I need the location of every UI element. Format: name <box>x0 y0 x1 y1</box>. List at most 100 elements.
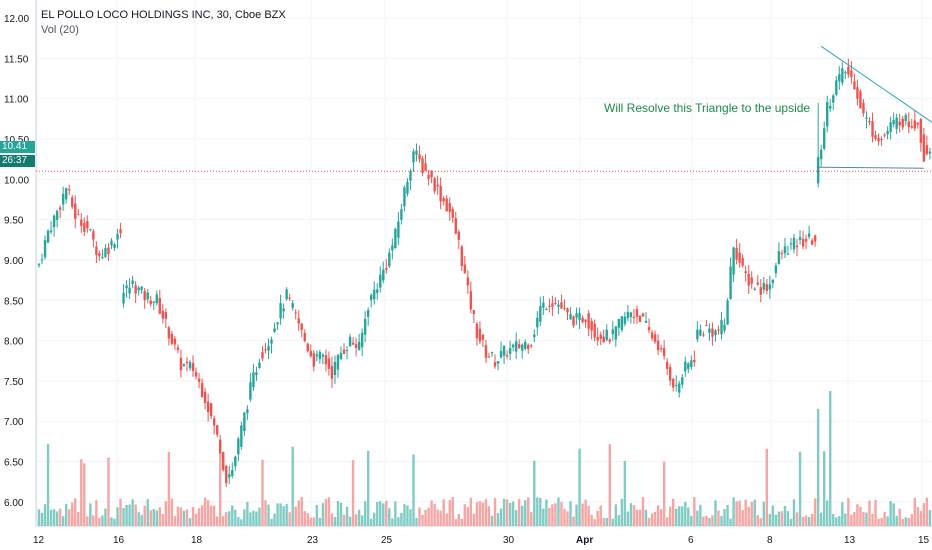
volume-bar <box>58 508 62 526</box>
volume-bar <box>167 452 171 526</box>
volume-bar <box>128 504 131 526</box>
candle-body <box>862 102 865 114</box>
candle-body <box>880 139 883 141</box>
volume-bar <box>324 498 328 526</box>
candle-body <box>841 68 844 83</box>
volume-bar <box>832 514 835 526</box>
volume-bar <box>493 498 497 526</box>
y-tick-label: 11.00 <box>4 95 29 106</box>
candle-body <box>49 230 53 233</box>
volume-bar <box>850 514 853 526</box>
candle-body <box>484 345 488 358</box>
volume-bar <box>306 513 309 526</box>
candle-body <box>113 244 116 248</box>
x-tick-label: 18 <box>191 535 203 546</box>
volume-bar <box>351 460 355 526</box>
volume-bar <box>234 509 237 526</box>
candle-body <box>584 319 587 323</box>
volume-bar <box>696 510 699 526</box>
candle-body <box>342 349 346 354</box>
y-tick-label: 9.00 <box>4 256 24 267</box>
volume-bar <box>276 503 279 526</box>
candle-body <box>336 355 340 370</box>
volume-bar <box>152 508 155 526</box>
volume-bar <box>294 506 297 526</box>
volume-bar <box>433 503 436 526</box>
volume-bar <box>255 511 258 526</box>
volume-bar <box>86 516 89 526</box>
volume-bar <box>726 505 729 526</box>
candle-body <box>394 228 397 249</box>
volume-bar <box>514 510 518 526</box>
candle-body <box>451 208 454 218</box>
candle-body <box>61 193 65 205</box>
x-tick-label: 13 <box>844 535 856 546</box>
volume-bar <box>466 507 470 526</box>
volume-bar <box>542 508 545 526</box>
volume-bar <box>315 505 319 526</box>
candle-body <box>409 171 412 181</box>
volume-bar <box>394 501 397 526</box>
volume-bar <box>246 502 249 526</box>
volume-bar <box>889 501 892 526</box>
candle-body <box>487 356 491 358</box>
candle-body <box>98 253 101 256</box>
volume-bar <box>146 499 149 526</box>
y-tick-label: 6.00 <box>4 498 24 509</box>
volume-bar <box>505 499 509 526</box>
candle-body <box>167 327 171 339</box>
volume-bar <box>635 509 639 526</box>
volume-bar <box>225 512 228 526</box>
volume-bar <box>55 511 59 526</box>
candle-body <box>804 238 808 242</box>
volume-bar <box>360 515 364 526</box>
candle-body <box>330 366 334 379</box>
volume-bar <box>581 503 584 526</box>
candle-body <box>656 340 660 351</box>
candle-body <box>179 357 183 371</box>
volume-bar <box>122 508 125 526</box>
candle-body <box>363 318 367 335</box>
volume-bar <box>370 518 373 526</box>
volume-bar <box>412 454 415 526</box>
candle-body <box>128 287 131 294</box>
x-tick-label: 30 <box>503 535 515 546</box>
candle-body <box>847 66 850 75</box>
volume-bar <box>484 499 488 526</box>
volume-bar <box>170 498 174 526</box>
volume-bar <box>865 512 868 526</box>
volume-bar <box>291 446 294 526</box>
candle-body <box>188 362 192 369</box>
candle-body <box>430 171 433 178</box>
candle-body <box>653 334 657 342</box>
volume-bar <box>478 501 482 526</box>
volume-bar <box>92 515 95 526</box>
volume-bar <box>373 512 376 526</box>
candle-body <box>614 326 618 340</box>
volume-bar <box>819 512 823 526</box>
volume-bar <box>687 507 690 526</box>
volume-bar <box>560 501 563 526</box>
candle-body <box>699 329 702 336</box>
candle-body <box>107 247 110 254</box>
candle-body <box>131 280 134 285</box>
volume-bar <box>690 515 693 526</box>
candle-body <box>717 329 720 331</box>
volume-bar <box>472 513 476 526</box>
candle-body <box>792 237 796 250</box>
candle-body <box>225 465 228 484</box>
volume-bar <box>240 519 243 526</box>
candle-body <box>720 319 723 335</box>
candle-body <box>499 350 503 358</box>
candle-body <box>874 135 877 140</box>
candle-body <box>475 323 479 339</box>
candle-body <box>702 334 705 336</box>
volume-bar <box>928 509 932 526</box>
candle-body <box>587 313 590 329</box>
volume-bar <box>644 509 648 526</box>
candle-body <box>228 474 231 478</box>
volume-bar <box>508 502 512 526</box>
volume-bar <box>533 460 536 526</box>
candle-body <box>191 363 195 372</box>
